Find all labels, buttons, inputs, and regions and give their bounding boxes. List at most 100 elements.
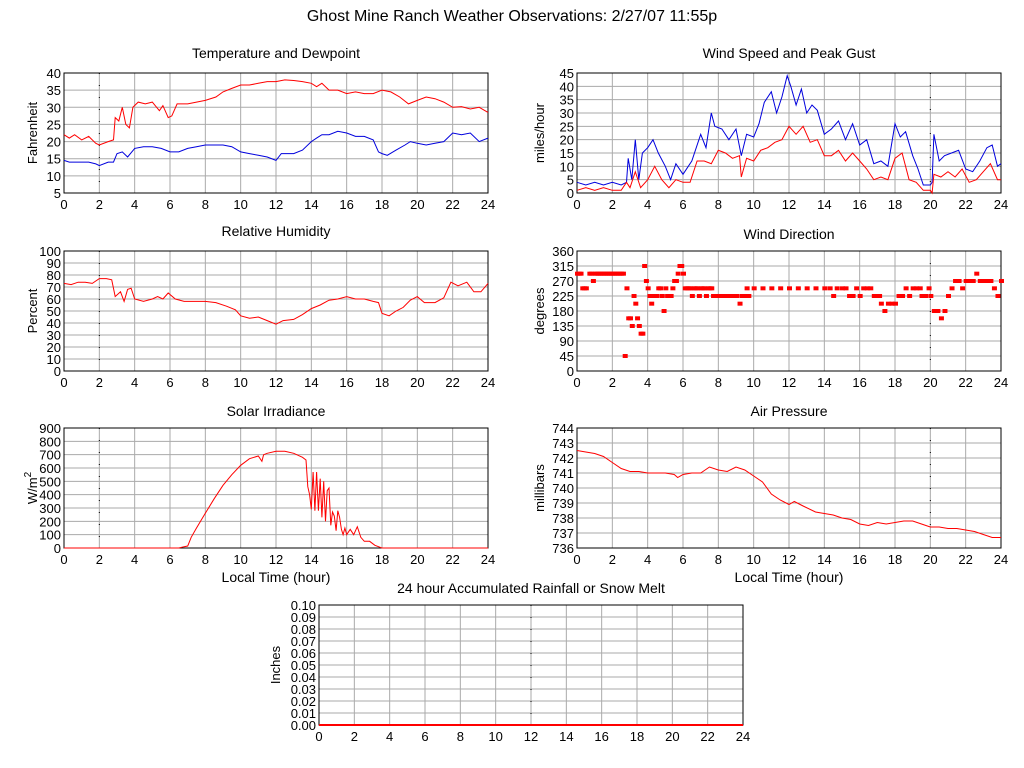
data-point [889,301,895,306]
data-point [868,286,874,291]
data-point [857,294,863,298]
y-axis-label: miles/hour [532,102,547,163]
x-tick-label: 24 [736,729,750,744]
data-point [834,286,840,291]
y-tick-label: 742 [552,451,574,466]
y-axis-label-base: W/m [25,477,40,504]
data-point [850,294,856,298]
x-tick-label: 4 [644,375,651,390]
y-tick-label: 0.09 [291,610,316,625]
data-point [931,309,937,313]
data-point [688,286,694,291]
x-tick-label: 18 [888,552,902,567]
data-point [730,294,736,298]
x-tick-label: 8 [715,197,722,212]
data-point [854,286,860,291]
y-tick-label: 15 [560,146,574,161]
x-tick-label: 4 [131,197,138,212]
x-tick-label: 16 [852,375,866,390]
data-point [903,286,909,291]
x-tick-label: 24 [481,375,495,390]
series-line-temperature [63,79,489,146]
y-tick-label: 0.05 [291,658,316,673]
y-tick-label: 700 [39,448,61,463]
data-point [831,294,837,298]
x-tick-label: 14 [304,375,318,390]
y-tick-label: 744 [552,421,574,436]
y-tick-label: 180 [552,304,574,319]
y-tick-label: 315 [552,259,574,274]
data-point [649,301,655,306]
data-point [861,286,867,291]
data-point [589,271,595,276]
data-point [636,324,642,328]
y-tick-label: 360 [552,244,574,259]
data-point [689,294,695,298]
data-point [734,294,739,298]
x-tick-label: 10 [233,552,247,567]
data-point [949,286,955,291]
y-tick-label: 737 [552,526,574,541]
x-tick-label: 20 [923,375,937,390]
data-point [967,279,973,283]
x-tick-label: 10 [233,375,247,390]
data-point [622,354,628,358]
data-point [871,294,877,298]
x-tick-label: 20 [410,375,424,390]
data-point [893,301,898,306]
y-tick-label: 740 [552,481,574,496]
y-tick-label: 90 [560,334,574,349]
x-tick-label: 24 [994,552,1008,567]
y-axis-label: millibars [532,464,547,512]
data-point [956,279,962,283]
data-point [864,286,870,291]
data-point [960,286,966,291]
data-point [675,271,681,276]
data-point [628,316,633,321]
y-tick-label: 20 [47,135,61,150]
x-tick-label: 22 [958,552,972,567]
x-tick-label: 18 [375,197,389,212]
data-point [769,286,775,291]
x-tick-label: 4 [644,197,651,212]
x-tick-label: 10 [488,729,502,744]
chart-title: Temperature and Dewpoint [192,45,360,61]
y-tick-label: 0.02 [291,694,316,709]
data-point [999,279,1004,283]
data-point [877,294,883,298]
y-tick-label: 0.03 [291,682,316,697]
chart-title: 24 hour Accumulated Rainfall or Snow Mel… [397,580,665,596]
y-tick-label: 0.06 [291,646,316,661]
data-point [643,279,649,283]
data-point [787,286,792,291]
x-tick-label: 14 [304,197,318,212]
y-tick-label: 20 [560,133,574,148]
chart-title: Wind Speed and Peak Gust [703,45,876,61]
data-point [640,331,646,336]
x-tick-label: 10 [746,375,760,390]
x-tick-label: 0 [573,552,580,567]
y-tick-label: 100 [39,244,61,259]
y-tick-label: 40 [47,66,61,81]
data-point [981,279,987,283]
x-tick-label: 20 [923,552,937,567]
y-tick-label: 739 [552,496,574,511]
y-tick-label: 0.00 [291,718,316,733]
data-point [778,286,784,291]
series-line-peak-gust [576,73,1002,186]
data-point [695,286,701,291]
y-tick-label: 0.04 [291,670,316,685]
plot-frame [63,250,489,372]
x-tick-label: 12 [269,197,283,212]
data-point [804,286,810,291]
x-tick-label: 8 [202,552,209,567]
data-point [742,294,748,298]
x-tick-label: 4 [644,552,651,567]
y-tick-label: 800 [39,434,61,449]
data-point [935,309,941,313]
x-tick-label: 10 [233,197,247,212]
data-point [578,271,584,276]
data-point [647,294,653,298]
